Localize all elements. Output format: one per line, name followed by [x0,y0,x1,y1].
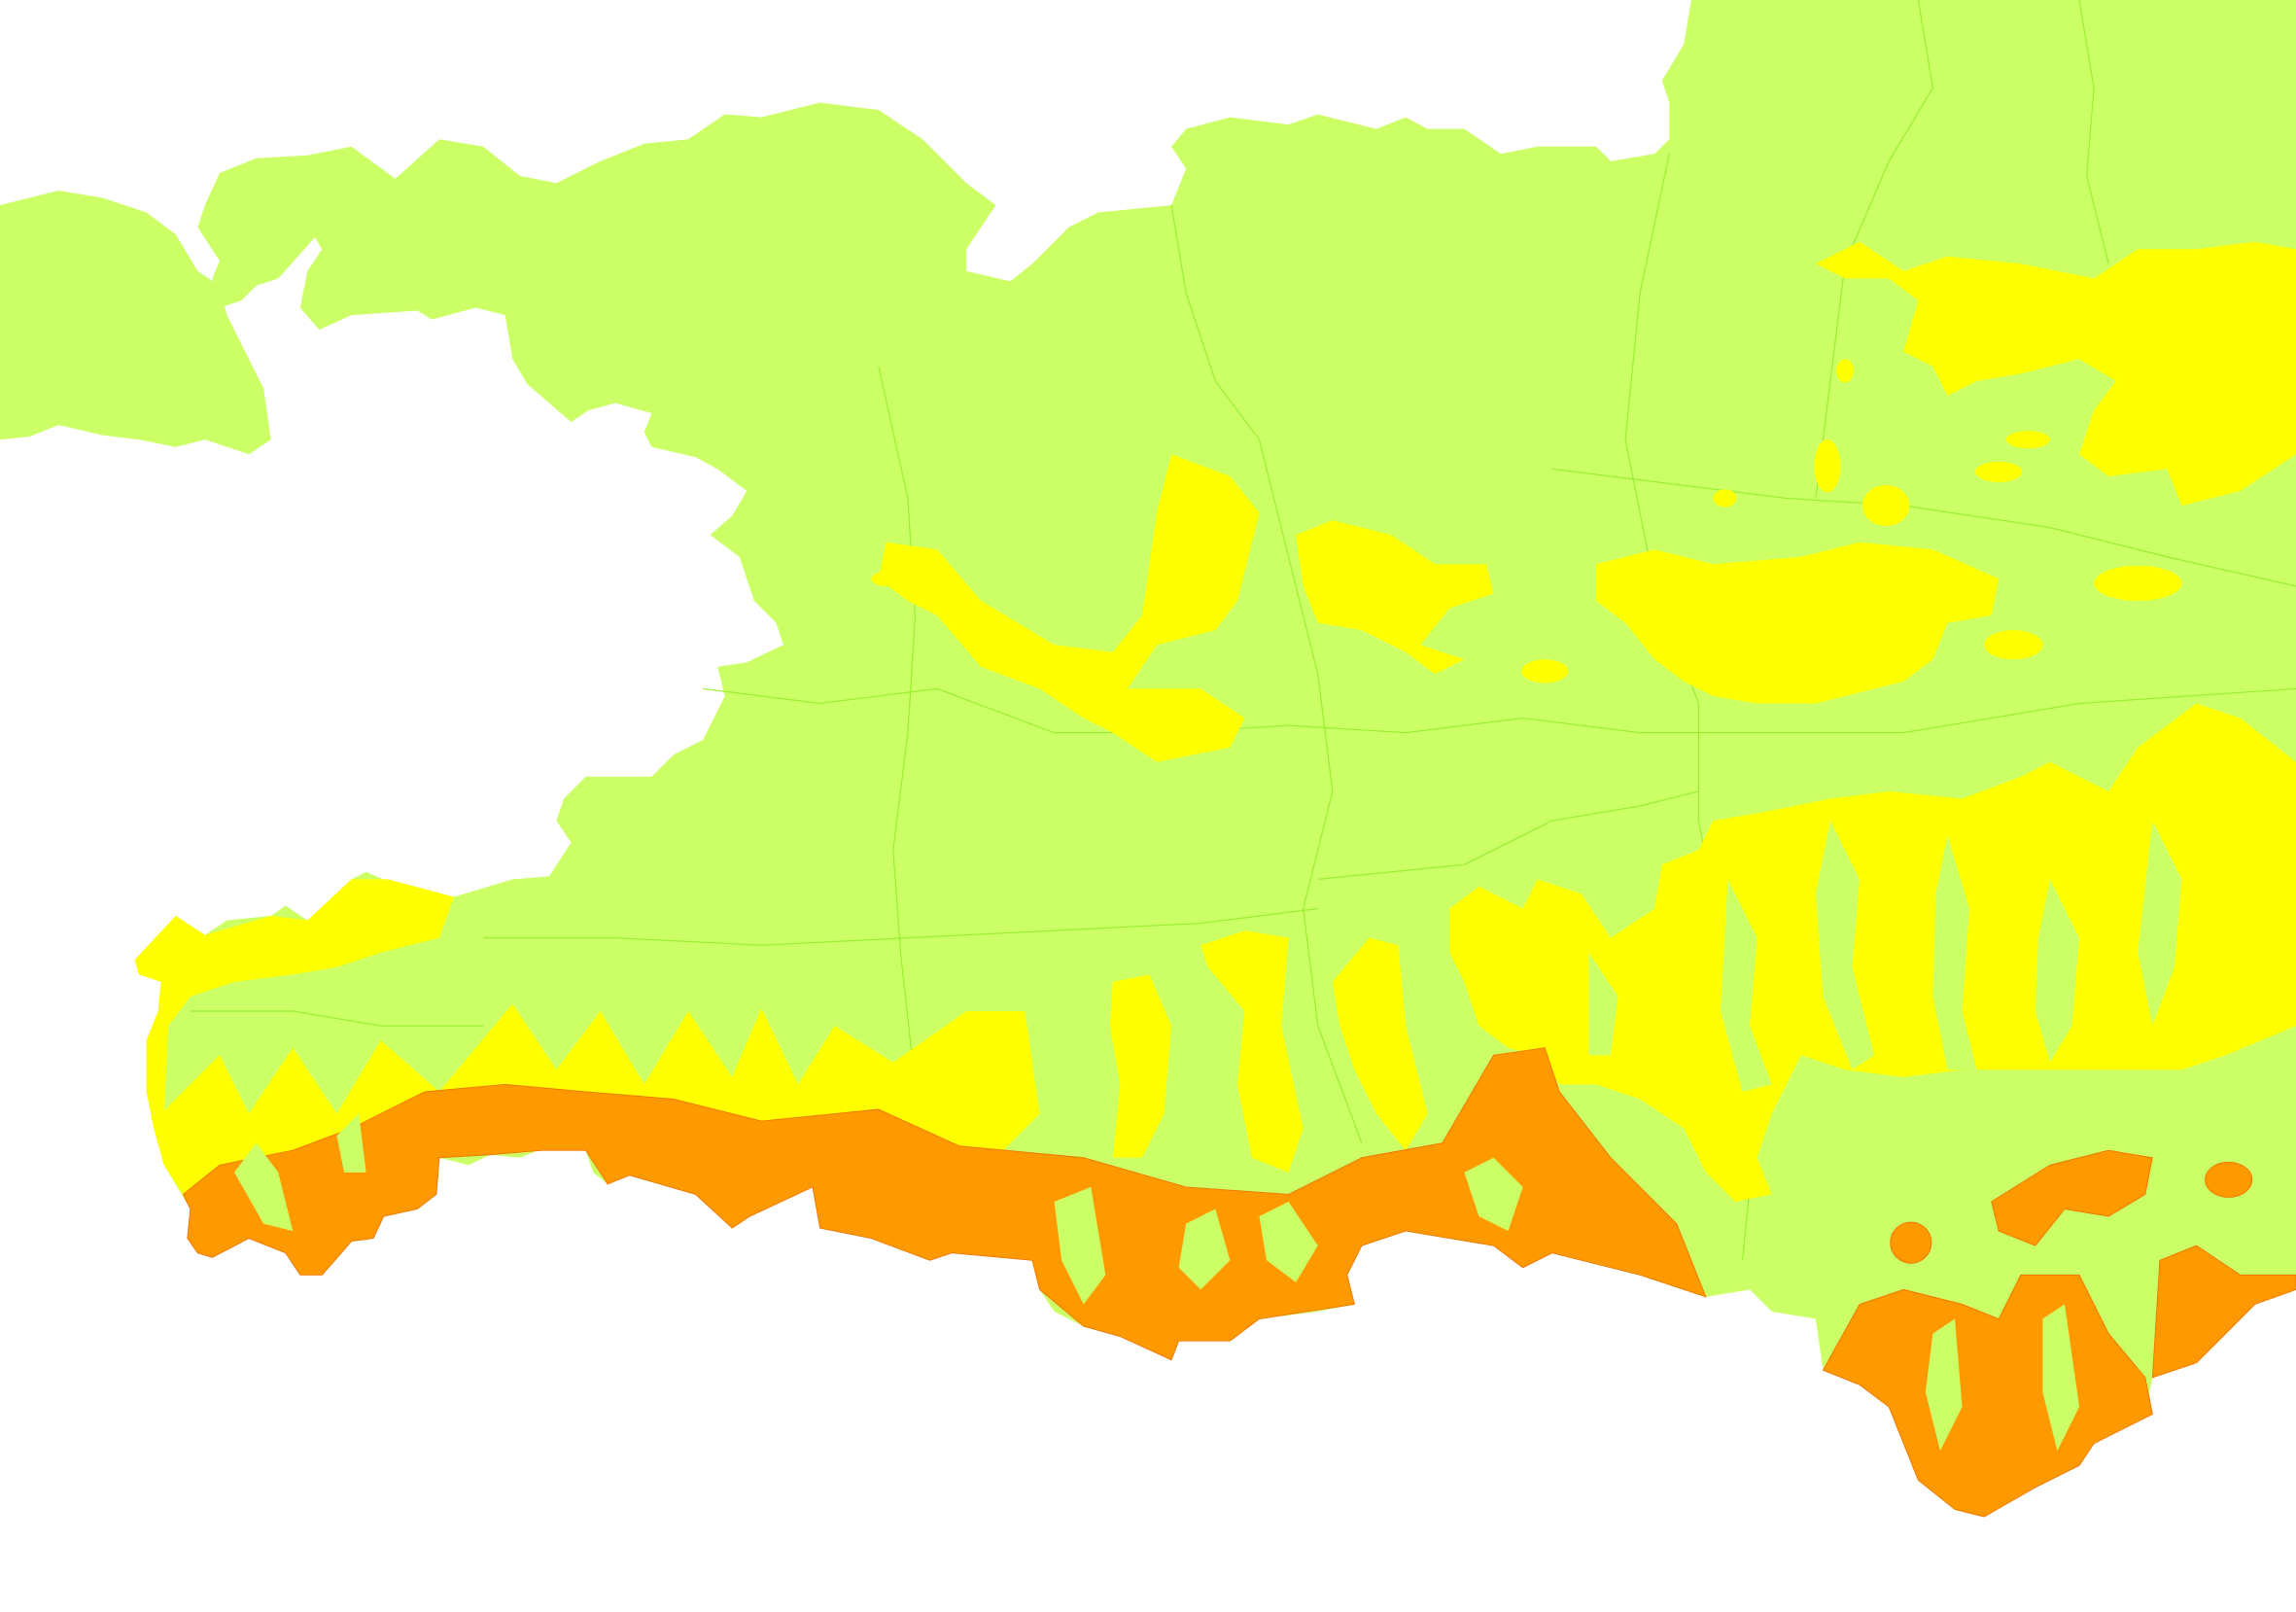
high-area [2205,1161,2253,1198]
west-region [0,190,271,455]
mid-area [1815,241,2296,507]
mid-area [1975,461,2023,482]
high-class-areas [182,1047,2296,1518]
high-area [1991,1149,2153,1246]
green-fingers [1588,821,2182,1092]
mid-area [1521,659,1569,683]
mid-area [878,454,1260,762]
mid-area [2094,565,2182,601]
high-area [2151,1244,2296,1379]
mid-area [871,571,901,586]
mid-area [1200,930,1304,1173]
high-area [1822,1274,2153,1518]
mid-area [1984,630,2043,660]
mid-area [1109,974,1172,1158]
high-area [1890,1221,1932,1264]
mid-area [1814,439,1841,493]
mid-area [1835,359,1855,383]
mid-area [1332,937,1428,1151]
mid-area [160,1003,1040,1195]
mid-area [1595,542,2000,704]
mid-area [2005,431,2050,449]
mid-class-areas [134,241,2296,1202]
mid-area [1862,484,1910,527]
boundaries [190,0,2296,1261]
mid-area [1713,489,1737,508]
mid-area [134,879,454,1195]
green-inlets [234,1113,2080,1452]
mid-area [1296,520,1494,675]
high-area [182,1047,1707,1361]
mid-area [1449,703,2296,1202]
